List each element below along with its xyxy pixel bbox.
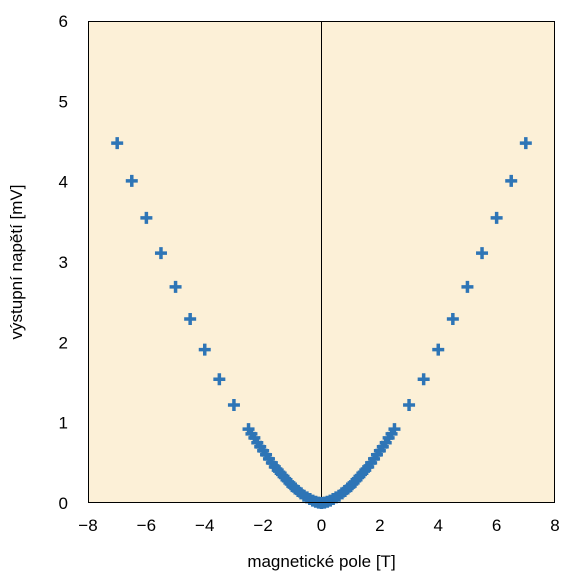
y-axis-title: výstupní napětí [mV] <box>7 185 26 340</box>
y-tick-label: 4 <box>59 173 68 192</box>
data-point <box>446 313 459 326</box>
x-axis-title: magnetické pole [T] <box>247 552 395 571</box>
data-point <box>519 137 532 150</box>
data-point <box>111 137 124 150</box>
y-tick-label: 0 <box>59 494 68 513</box>
x-tick-label: 8 <box>550 516 559 535</box>
x-tick-label: −6 <box>137 516 156 535</box>
data-point <box>388 423 401 436</box>
y-tick-label: 6 <box>59 12 68 31</box>
data-point <box>227 398 240 411</box>
data-point <box>169 280 182 293</box>
data-point <box>476 247 489 260</box>
data-point <box>417 373 430 386</box>
data-point <box>490 211 503 224</box>
x-tick-label: −4 <box>195 516 214 535</box>
x-tick-label: −8 <box>78 516 97 535</box>
data-point <box>198 343 211 356</box>
y-tick-label: 3 <box>59 253 68 272</box>
data-point <box>140 211 153 224</box>
data-point <box>505 174 518 187</box>
data-point <box>432 343 445 356</box>
data-point <box>213 373 226 386</box>
x-tick-label: 2 <box>375 516 384 535</box>
data-point <box>403 398 416 411</box>
data-point <box>184 313 197 326</box>
plot-frame <box>88 21 555 503</box>
y-tick-label: 2 <box>59 333 68 352</box>
x-tick-label: 6 <box>492 516 501 535</box>
x-tick-label: 0 <box>317 516 326 535</box>
y-tick-label: 5 <box>59 92 68 111</box>
data-point <box>154 247 167 260</box>
data-point <box>461 280 474 293</box>
x-tick-label: −2 <box>253 516 272 535</box>
data-point <box>125 174 138 187</box>
y-tick-label: 1 <box>59 414 68 433</box>
x-tick-label: 4 <box>434 516 443 535</box>
